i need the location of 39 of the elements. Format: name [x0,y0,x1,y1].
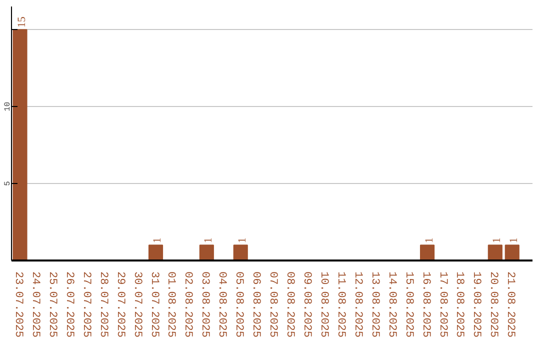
x-tick-label: 31.07.2025 [148,272,160,338]
x-tick-label: 02.08.2025 [182,272,194,338]
x-tick-label: 04.08.2025 [216,272,228,338]
x-tick-label: 28.07.2025 [96,272,109,338]
x-tick-label: 29.07.2025 [114,272,126,338]
data-label: 1 [152,238,164,244]
data-label: 15 [16,16,28,28]
x-tick-label: 15.08.2025 [402,272,414,338]
x-tick-label: 09.08.2025 [300,272,312,338]
y-tick-label: 5 [4,180,12,186]
x-tick-label: 07.08.2025 [266,272,279,338]
data-label: 1 [202,238,215,244]
data-label: 1 [236,238,249,244]
x-tick-label: 30.07.2025 [130,272,143,338]
data-label: 1 [491,238,504,244]
x-tick-label: 20.08.2025 [487,272,500,338]
x-tick-label: 21.08.2025 [504,272,516,338]
x-tick-label: 14.08.2025 [385,272,398,338]
x-tick-label: 08.08.2025 [284,272,296,338]
x-tick-label: 25.07.2025 [46,272,58,338]
x-tick-label: 13.08.2025 [368,272,380,338]
x-tick-label: 26.07.2025 [62,272,75,338]
y-tick-label: 10 [4,102,12,112]
x-tick-label: 27.07.2025 [80,272,92,338]
x-tick-label: 06.08.2025 [250,272,262,338]
data-label: 1 [508,238,520,244]
x-tick-label: 18.08.2025 [453,272,466,338]
x-tick-label: 23.07.2025 [12,272,24,338]
x-tick-label: 03.08.2025 [198,272,211,338]
x-tick-label: 17.08.2025 [436,272,448,338]
x-tick-label: 11.08.2025 [334,272,346,338]
x-tick-label: 24.07.2025 [28,272,41,338]
data-label: 1 [423,238,436,244]
x-tick-label: 01.08.2025 [164,272,177,338]
x-tick-label: 10.08.2025 [317,272,330,338]
x-tick-label: 19.08.2025 [470,272,482,338]
x-tick-label: 05.08.2025 [232,272,245,338]
x-tick-label: 12.08.2025 [351,272,364,338]
x-tick-label: 16.08.2025 [419,272,432,338]
